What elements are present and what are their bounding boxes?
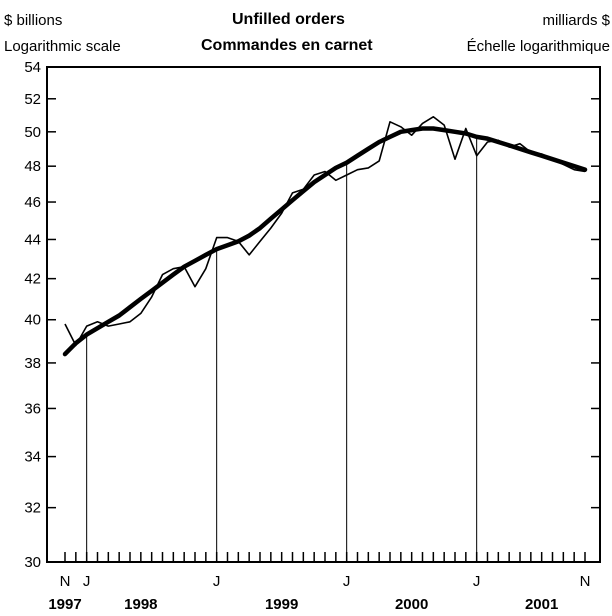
y-tick-label: 34 bbox=[24, 449, 41, 466]
plot-frame bbox=[46, 66, 601, 563]
y-tick-label: 50 bbox=[24, 124, 41, 141]
y-axis: 30 32 34 36 38 40 42 44 46 48 50 52 54 bbox=[24, 59, 600, 571]
left-scale-label: Logarithmic scale bbox=[4, 38, 121, 55]
x-month-label: N bbox=[60, 573, 71, 590]
series-line-trend bbox=[62, 126, 588, 357]
y-tick-label: 44 bbox=[24, 231, 41, 248]
series-group bbox=[62, 116, 588, 357]
y-tick-label: 48 bbox=[24, 158, 41, 175]
chart-title-en: Unfilled orders bbox=[232, 11, 345, 28]
x-year-label: 1998 bbox=[124, 596, 157, 613]
x-month-label: N bbox=[580, 573, 591, 590]
y-tick-label: 54 bbox=[24, 59, 41, 76]
x-month-label: J bbox=[83, 573, 91, 590]
chart-title-fr: Commandes en carnet bbox=[201, 37, 373, 54]
y-tick-label: 42 bbox=[24, 271, 41, 288]
y-tick-label: 52 bbox=[24, 91, 41, 108]
y-tick-label: 46 bbox=[24, 194, 41, 211]
y-tick-label: 32 bbox=[24, 500, 41, 517]
y-tick-label: 30 bbox=[24, 554, 41, 571]
x-year-label: 1999 bbox=[265, 596, 298, 613]
y-tick-label: 40 bbox=[24, 312, 41, 329]
right-unit-label: milliards $ bbox=[542, 12, 610, 29]
x-month-label: J bbox=[473, 573, 481, 590]
y-tick-label: 36 bbox=[24, 400, 41, 417]
right-scale-label: Échelle logarithmique bbox=[466, 38, 610, 55]
left-unit-label: $ billions bbox=[4, 12, 63, 29]
x-year-label: 2001 bbox=[525, 596, 558, 613]
x-month-label: J bbox=[343, 573, 351, 590]
x-month-label: J bbox=[213, 573, 221, 590]
y-tick-label: 38 bbox=[24, 355, 41, 372]
january-markers bbox=[86, 136, 478, 562]
x-year-label: 1997 bbox=[48, 596, 81, 613]
x-year-label: 2000 bbox=[395, 596, 428, 613]
series-line-original bbox=[64, 116, 586, 347]
